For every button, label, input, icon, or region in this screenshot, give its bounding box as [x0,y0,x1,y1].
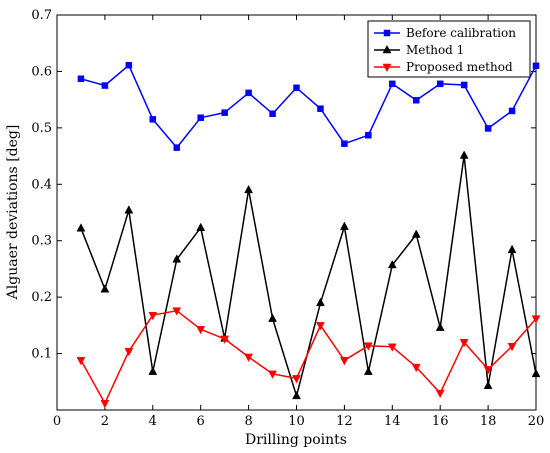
data-point [365,131,372,139]
x-tick-label: 6 [197,414,205,429]
data-point [268,313,277,322]
data-point [293,84,300,92]
series-line [80,64,537,149]
data-point [172,307,182,316]
series-group [76,61,541,409]
legend-label: Before calibration [406,26,516,40]
data-point [245,89,252,97]
data-point [269,110,276,117]
data-point [363,366,373,375]
data-point [531,368,541,378]
data-point [389,80,396,88]
data-point [316,297,325,307]
x-tick-label: 18 [480,414,497,429]
data-point [507,244,517,253]
data-point [317,105,324,112]
data-point [413,96,420,104]
data-point [197,114,204,121]
data-point [292,375,301,384]
data-point [363,342,373,351]
data-point [244,353,254,362]
x-tick-label: 4 [149,414,157,429]
legend-label: Method 1 [406,43,464,57]
data-point [148,311,158,321]
series-3 [76,307,541,409]
data-point [341,140,348,147]
series-2 [76,150,541,400]
data-point [316,322,325,331]
data-point [411,363,421,373]
data-point [101,82,109,89]
data-point [173,144,180,151]
series-line [80,154,537,397]
data-point [292,390,301,400]
y-tick-label: 0.2 [31,290,52,305]
y-tick-label: 0.1 [31,347,52,362]
data-point [125,61,133,69]
y-tick-label: 0.7 [31,8,52,23]
data-point [483,380,493,389]
data-point [339,221,349,230]
x-axis-title: Drilling points [245,432,347,448]
data-point [459,150,469,159]
data-point [221,109,228,116]
data-point [196,222,206,231]
data-point [435,389,445,399]
data-point [459,339,469,348]
data-point [76,223,86,232]
x-tick-label: 14 [384,414,401,429]
y-tick-label: 0.5 [31,121,52,136]
data-point [339,357,349,366]
data-point [220,335,230,344]
x-tick-label: 16 [432,414,449,429]
data-point [531,315,541,324]
x-tick-label: 20 [528,414,545,429]
data-point [411,229,421,238]
data-point [124,205,134,214]
y-tick-label: 0.4 [31,177,52,192]
data-point [196,326,206,335]
data-point [172,254,182,263]
x-tick-label: 0 [53,414,61,429]
data-point [532,62,540,70]
data-point [508,107,516,115]
axis-ticks: 0 2 4 6 8 10 12 14 16 18 20 0.1 0.2 0.3 0.4 0.5 0.6 0.7 [31,8,544,429]
series-line [80,309,537,404]
legend-label: Proposed method [406,60,513,74]
x-tick-label: 8 [244,414,252,429]
data-point [149,116,157,123]
data-point [100,399,110,409]
legend-swatch-marker [383,29,391,37]
data-point [76,357,86,366]
data-point [507,342,517,352]
x-tick-label: 12 [336,414,353,429]
data-point [387,259,397,269]
data-point [483,366,493,375]
x-tick-label: 10 [288,414,305,429]
legend: Before calibration Method 1 Proposed metho… [367,20,531,78]
data-point [148,366,158,375]
data-point [460,81,468,89]
data-point [268,370,277,379]
legend-swatch-marker [382,63,392,73]
data-point [436,80,444,88]
y-axis-title: Alguaer deviations [deg] [5,125,21,301]
data-point [100,284,110,293]
x-tick-label: 2 [101,414,109,429]
data-point [244,184,254,194]
data-point [387,343,397,352]
data-point [77,75,85,83]
y-tick-label: 0.6 [31,64,52,79]
series-1 [77,61,540,151]
y-tick-label: 0.3 [31,234,52,249]
legend-swatch-marker [382,44,392,54]
data-point [484,125,492,132]
data-point [435,322,445,331]
data-point [124,348,134,357]
